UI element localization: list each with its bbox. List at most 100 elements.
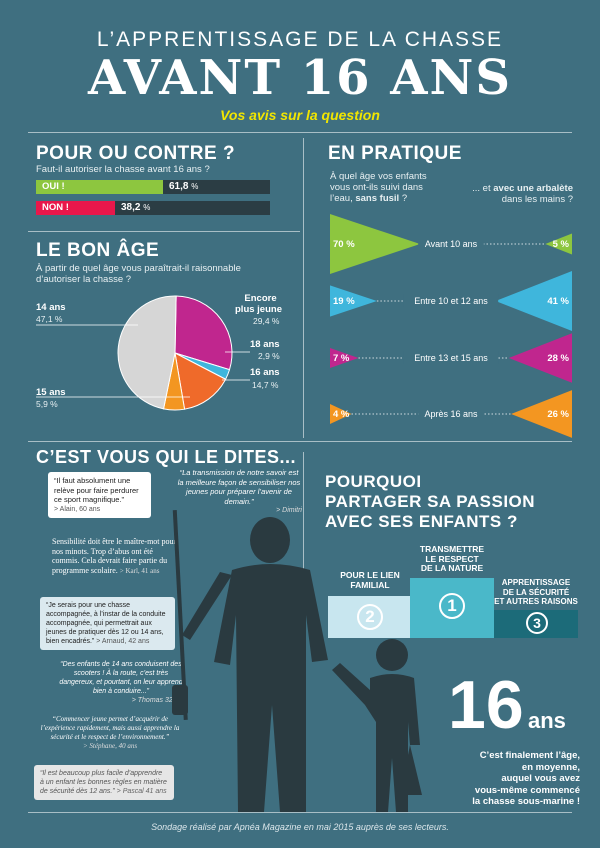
- pratique-bowtie-chart: Avant 10 ans 70 % 5 % Entre 10 et 12 ans 19 …: [330, 214, 572, 438]
- quote-arnaud-text: “Je serais pour une chasse accompagnée, …: [46, 602, 166, 645]
- podium-3-label-3: ET AUTRES RAISONS: [494, 597, 578, 606]
- bow-left-value: 7 %: [333, 353, 350, 364]
- pie-slice-0: [174, 295, 233, 371]
- bow-left-0: [330, 214, 420, 274]
- bow-right-3: [511, 390, 572, 438]
- center-divider: [303, 138, 304, 438]
- pie-value-14: 47,1 %: [36, 314, 63, 324]
- bow-left-2: [330, 348, 359, 368]
- bow-right-value: 41 %: [547, 296, 569, 307]
- bow-category-label: Entre 13 et 15 ans: [414, 353, 488, 363]
- quote-thomas-text: “Des enfants de 14 ans conduisent des sc…: [59, 661, 183, 695]
- pie-value-16: 14,7 %: [252, 380, 279, 390]
- podium-3-number: 3: [526, 612, 548, 634]
- pratique-q-right-2: dans les mains ?: [501, 194, 573, 205]
- podium-3-label: APPRENTISSAGE DE LA SÉCURITÉ ET AUTRES R…: [494, 578, 578, 607]
- bow-category-label: Après 16 ans: [424, 409, 478, 419]
- bow-right-0: [545, 233, 572, 255]
- bar-value: 38,2 %: [121, 202, 151, 213]
- age-divider: [28, 231, 300, 232]
- pratique-q-right-bold: avec une arbalète: [493, 183, 573, 194]
- bow-category-label: Entre 10 et 12 ans: [414, 296, 488, 306]
- quote-pascal: “Il est beaucoup plus facile d’apprendre…: [34, 765, 174, 800]
- bon-age-question: À partir de quel âge vous paraîtrait-il …: [36, 263, 241, 285]
- passion-title-3: AVEC SES ENFANTS ?: [325, 512, 518, 531]
- bar-value: 61,8 %: [169, 181, 199, 192]
- bar-label: OUI !: [42, 181, 65, 192]
- quote-karl-text: Sensibilité doit être le maître-mot pour…: [52, 537, 177, 575]
- quote-alain-sig: > Alain, 60 ans: [54, 505, 101, 513]
- temoignages-divider: [28, 441, 572, 442]
- pie-label-15: 15 ans: [36, 387, 66, 398]
- footer-divider: [28, 812, 572, 813]
- quote-arnaud: “Je serais pour une chasse accompagnée, …: [40, 597, 175, 650]
- bar-oui: OUI ! 61,8 %: [36, 180, 270, 194]
- pratique-q-left-end: ?: [399, 193, 408, 204]
- pour-contre-title: POUR OU CONTRE ?: [36, 143, 236, 164]
- podium-2-label: POUR LE LIEN FAMILIAL: [328, 570, 412, 590]
- quote-dimitri-text: “La transmission de notre savoir est la …: [177, 468, 301, 506]
- podium-3-label-1: APPRENTISSAGE: [501, 578, 571, 587]
- podium-1-block: 1: [410, 578, 494, 638]
- bow-left-3: [330, 404, 352, 424]
- pie-label-encore: Encore: [244, 293, 277, 304]
- bar-value-unit: %: [191, 182, 199, 191]
- bar-fill: [36, 180, 163, 194]
- pratique-question-right: ... et avec une arbalète dans les mains …: [458, 183, 573, 205]
- header-kicker: L’APPRENTISSAGE DE LA CHASSE: [96, 28, 504, 51]
- quote-karl: Sensibilité doit être le maître-mot pour…: [52, 537, 177, 576]
- passion-divider: [303, 452, 304, 642]
- podium-1-label-2: LE RESPECT: [425, 553, 479, 564]
- pratique-q-left-3: l’eau,: [330, 193, 353, 204]
- bow-label-bg: [403, 294, 499, 307]
- seize-unit: ans: [528, 708, 566, 733]
- pie-value-15: 5,9 %: [36, 399, 58, 409]
- bow-label-bg: [418, 407, 484, 420]
- podium-1-label-1: TRANSMETTRE: [419, 544, 485, 554]
- bow-label-bg: [418, 237, 484, 250]
- seize-number: 16: [448, 667, 524, 743]
- podium-1-label: TRANSMETTRE LE RESPECT DE LA NATURE: [410, 544, 494, 574]
- footer-source: Sondage réalisé par Apnéa Magazine en ma…: [151, 822, 449, 832]
- quote-stephane-sig: > Stéphane, 40 ans: [82, 742, 138, 750]
- seize-text-3: auquel vous avez: [501, 773, 580, 784]
- bow-category-label: Avant 10 ans: [425, 239, 478, 249]
- pratique-question-left: À quel âge vos enfants vous ont-ils suiv…: [330, 171, 440, 204]
- bow-right-2: [508, 333, 572, 383]
- quote-alain-text: “Il faut absolument une relève pour fair…: [54, 476, 139, 504]
- podium-2-number: 2: [357, 604, 383, 630]
- quote-karl-sig: > Karl, 41 ans: [119, 566, 160, 575]
- bow-right-value: 26 %: [547, 409, 569, 420]
- pratique-q-left-1: À quel âge vos enfants: [330, 171, 427, 182]
- pie-value-encore: 29,4 %: [253, 316, 280, 326]
- quote-thomas: “Des enfants de 14 ans conduisent des sc…: [56, 660, 186, 705]
- podium-2-block: 2: [328, 596, 412, 638]
- quote-pascal-sig: > Pascal 41 ans: [116, 788, 167, 795]
- quote-stephane: “Commencer jeune permet d’acquérir de l’…: [40, 715, 180, 751]
- temoignages-title: C’EST VOUS QUI LE DITES...: [36, 447, 297, 467]
- bow-right-value: 5 %: [553, 239, 570, 250]
- top-divider: [28, 132, 572, 133]
- quote-alain: “Il faut absolument une relève pour fair…: [48, 472, 151, 518]
- bow-left-1: [330, 285, 377, 317]
- pie-leader-lines: [36, 324, 250, 398]
- bar-label: NON !: [42, 202, 69, 213]
- seize-text: C’est finalement l’âge, en moyenne, auqu…: [420, 750, 580, 808]
- father-son-silhouette: [172, 510, 422, 812]
- seize-text-4: vous-même commencé: [474, 784, 580, 796]
- podium-3-block: 3: [494, 610, 578, 638]
- bon-age-title: LE BON ÂGE: [36, 240, 160, 261]
- quote-thomas-sig: > Thomas 32 ans: [131, 697, 186, 704]
- pratique-q-left-bold: sans fusil: [355, 193, 400, 204]
- pie-slice-4: [117, 295, 177, 410]
- bow-label-bg: [403, 351, 499, 364]
- quote-pascal-text: “Il est beaucoup plus facile d’apprendre…: [40, 770, 167, 795]
- page-title: AVANT 16 ANS: [87, 50, 513, 106]
- quote-arnaud-sig: > Arnaud, 42 ans: [96, 638, 150, 645]
- bow-right-value: 28 %: [547, 353, 569, 364]
- seize-text-2: en moyenne,: [521, 761, 580, 773]
- pour-contre-question: Faut-il autoriser la chasse avant 16 ans…: [36, 164, 210, 175]
- passion-title-2: PARTAGER SA PASSION: [325, 492, 536, 511]
- seize-text-5: la chasse sous-marine !: [472, 796, 580, 807]
- bar-non: NON ! 38,2 %: [36, 201, 270, 215]
